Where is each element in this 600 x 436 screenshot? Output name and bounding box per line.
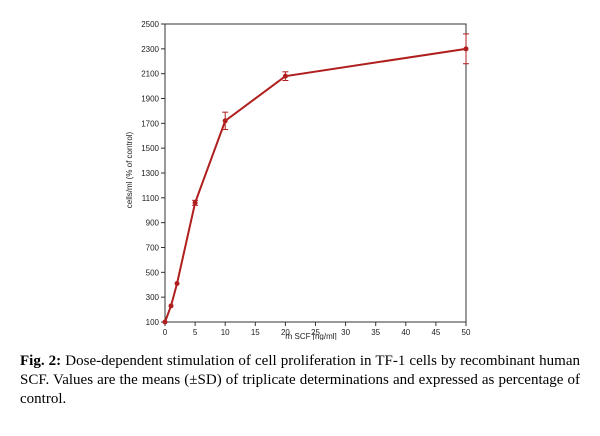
data-point	[463, 46, 469, 52]
y-axis-label: cells/ml (% of control)	[125, 131, 134, 208]
x-axis-label: rh SCF [ng/ml]	[285, 332, 337, 340]
data-point	[174, 281, 180, 287]
y-tick-label: 500	[146, 268, 160, 277]
data-point	[162, 319, 168, 325]
y-tick-label: 1500	[141, 144, 159, 153]
x-tick-label: 30	[341, 328, 350, 337]
y-tick-label: 300	[146, 293, 160, 302]
plot-border	[164, 23, 467, 323]
y-tick-label: 1300	[141, 169, 159, 178]
y-tick-label: 2500	[141, 20, 159, 29]
data-point	[282, 73, 288, 79]
data-point	[168, 303, 174, 309]
series-line	[164, 47, 467, 323]
caption-text: Dose-dependent stimulation of cell proli…	[20, 353, 581, 407]
caption-label: Fig. 2:	[20, 353, 62, 369]
y-axis: 100 300 500 700 900 1100 1300 1500 1700 1900 2100 2…	[141, 20, 165, 327]
x-tick-label: 25	[311, 328, 320, 337]
plot-frame	[164, 23, 467, 323]
data-point	[222, 118, 228, 124]
line-chart: 1003005007009001100130015001700190021002…	[125, 20, 471, 340]
y-tick-label: 1900	[141, 95, 159, 104]
y-tick-label: 2300	[141, 45, 159, 54]
figure-caption: Fig. 2: Dose-dependent stimulation of ce…	[20, 352, 580, 409]
x-tick-label: 20	[281, 328, 290, 337]
x-tick-label: 40	[401, 328, 410, 337]
y-tick-label: 900	[146, 219, 160, 228]
data-point	[192, 200, 198, 206]
y-tick-label: 100	[146, 318, 160, 327]
x-tick-label: 15	[251, 328, 260, 337]
x-tick-label: 35	[371, 328, 380, 337]
y-tick-label: 700	[146, 244, 160, 253]
y-tick-label: 1700	[141, 119, 159, 128]
series-layer	[162, 33, 469, 325]
y-tick-label: 2100	[141, 70, 159, 79]
x-tick-label: 10	[221, 328, 230, 337]
x-tick-label: 45	[431, 328, 440, 337]
x-tick-label: 0	[163, 328, 168, 337]
x-tick-label: 50	[462, 328, 471, 337]
y-tick-label: 1100	[142, 194, 160, 203]
x-tick-label: 5	[193, 328, 198, 337]
x-axis: 0 5 10 15 20 25 30 35 40 45 50	[163, 322, 471, 337]
